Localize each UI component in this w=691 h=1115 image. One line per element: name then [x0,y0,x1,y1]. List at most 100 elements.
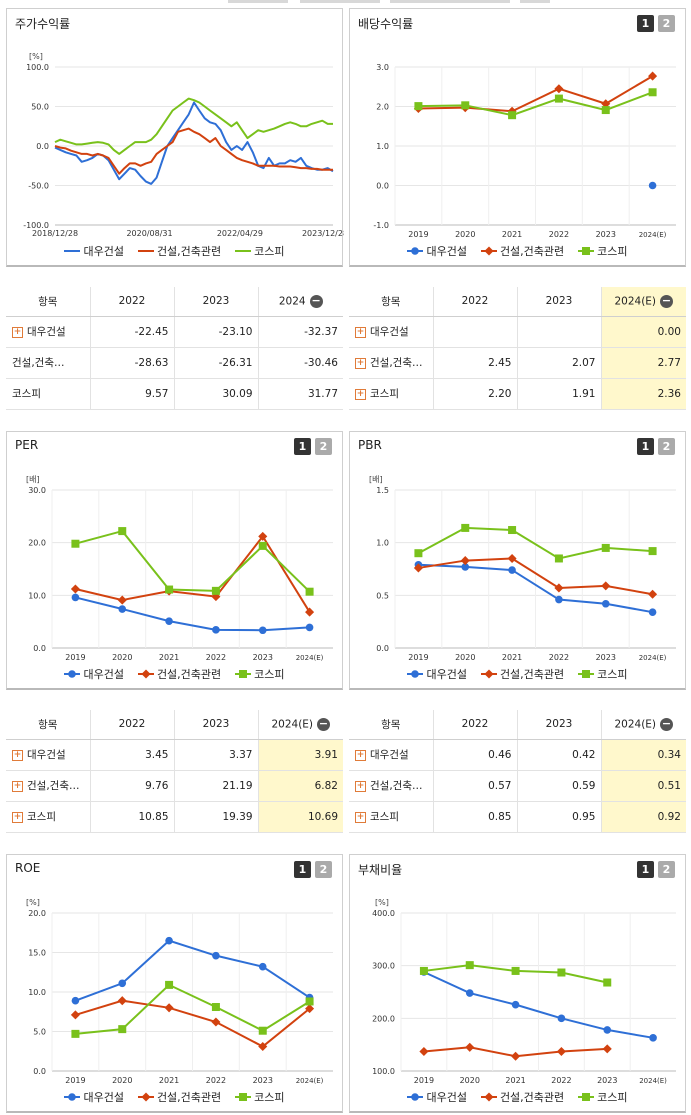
data-point[interactable] [554,84,564,94]
data-point[interactable] [258,626,267,635]
data-point[interactable] [465,989,474,997]
data-point[interactable] [508,566,516,574]
expand-plus-icon[interactable]: + [355,388,366,400]
data-point[interactable] [118,527,127,536]
legend-item-daewoo[interactable]: 대우건설 [407,1089,467,1105]
legend-marker[interactable] [582,670,591,678]
data-point[interactable] [555,595,563,604]
data-point[interactable] [511,1000,520,1009]
legend-item-industry[interactable]: 건설,건축관련 [137,666,221,682]
expand-plus-icon[interactable]: + [12,749,23,761]
row-name[interactable]: + 대우건설 [6,316,91,348]
data-point[interactable] [71,996,80,1005]
legend-item-daewoo[interactable]: 대우건설 [407,243,467,259]
legend-item-industry[interactable]: 건설,건축관련 [137,243,221,259]
row-name[interactable]: + 대우건설 [349,739,434,771]
data-point[interactable] [211,586,220,595]
tab-2[interactable]: 2 [315,861,332,878]
data-point[interactable] [305,607,315,617]
data-point[interactable] [648,547,657,556]
data-point[interactable] [165,585,174,594]
legend-marker[interactable] [141,1092,151,1102]
data-point[interactable] [419,1046,429,1057]
data-point[interactable] [165,980,174,989]
data-point[interactable] [164,1003,174,1013]
tab-2[interactable]: 2 [315,438,332,455]
legend-marker[interactable] [411,247,420,255]
data-point[interactable] [70,584,80,594]
row-name[interactable]: + 건설,건축… [349,347,434,379]
data-point[interactable] [557,968,566,977]
row-name[interactable]: + 대우건설 [6,739,91,771]
legend-item-kospi[interactable]: 코스피 [235,243,285,259]
data-point[interactable] [557,1014,566,1023]
legend-marker[interactable] [68,670,77,678]
data-point[interactable] [460,556,470,566]
data-point[interactable] [556,1046,566,1057]
data-point[interactable] [165,936,173,945]
expand-plus-icon[interactable]: + [355,357,366,369]
row-name[interactable]: + 코스피 [349,378,434,410]
legend-item-daewoo[interactable]: 대우건설 [64,666,124,682]
expand-plus-icon[interactable]: + [355,780,366,792]
legend-item-kospi[interactable]: 코스피 [578,666,628,682]
data-point[interactable] [601,581,611,591]
tab-2[interactable]: 2 [658,861,675,878]
data-point[interactable] [601,106,610,115]
data-point[interactable] [212,626,220,634]
data-point[interactable] [461,523,470,532]
expand-plus-icon[interactable]: + [355,811,366,823]
data-point[interactable] [601,543,610,552]
data-point[interactable] [118,605,127,613]
data-point[interactable] [117,595,127,605]
tab-1[interactable]: 1 [637,438,654,455]
legend-marker[interactable] [582,247,591,255]
data-point[interactable] [258,1041,268,1052]
expand-plus-icon[interactable]: + [12,326,23,338]
data-point[interactable] [258,541,267,550]
tab-1[interactable]: 1 [294,861,311,878]
data-point[interactable] [602,1044,612,1054]
tab-2[interactable]: 2 [658,15,675,32]
data-point[interactable] [465,1042,475,1052]
data-point[interactable] [648,608,657,616]
legend-item-kospi[interactable]: 코스피 [578,243,628,259]
data-point[interactable] [118,979,127,988]
legend-item-industry[interactable]: 건설,건축관련 [480,243,564,259]
collapse-icon[interactable]: − [660,716,674,731]
tab-1[interactable]: 1 [637,15,654,32]
expand-plus-icon[interactable]: + [355,749,366,761]
row-name[interactable]: + 건설,건축… [349,770,434,802]
data-point[interactable] [165,617,173,625]
data-point[interactable] [419,966,428,975]
data-point[interactable] [554,554,563,563]
tab-1[interactable]: 1 [637,861,654,878]
data-point[interactable] [258,962,267,971]
legend-item-industry[interactable]: 건설,건축관련 [480,1089,564,1105]
legend-marker[interactable] [68,1093,77,1101]
data-point[interactable] [511,1051,521,1061]
data-point[interactable] [649,1034,657,1042]
collapse-icon[interactable]: − [660,293,674,308]
legend-marker[interactable] [239,1093,248,1101]
data-point[interactable] [305,587,314,596]
data-point[interactable] [648,71,658,81]
data-point[interactable] [648,181,657,190]
legend-item-daewoo[interactable]: 대우건설 [64,1089,124,1105]
legend-marker[interactable] [582,1093,591,1101]
legend-marker[interactable] [411,670,420,678]
data-point[interactable] [211,1017,221,1027]
data-point[interactable] [71,593,80,602]
legend-marker[interactable] [141,669,151,679]
data-point[interactable] [258,1026,267,1035]
data-point[interactable] [648,88,657,97]
data-point[interactable] [461,101,470,110]
legend-item-kospi[interactable]: 코스피 [578,1089,628,1105]
data-point[interactable] [511,966,520,975]
data-point[interactable] [71,539,80,548]
expand-plus-icon[interactable]: + [12,811,23,823]
row-name[interactable]: + 대우건설 [349,316,434,348]
legend-item-kospi[interactable]: 코스피 [235,666,285,682]
legend-marker[interactable] [484,669,494,679]
data-point[interactable] [71,1029,80,1038]
